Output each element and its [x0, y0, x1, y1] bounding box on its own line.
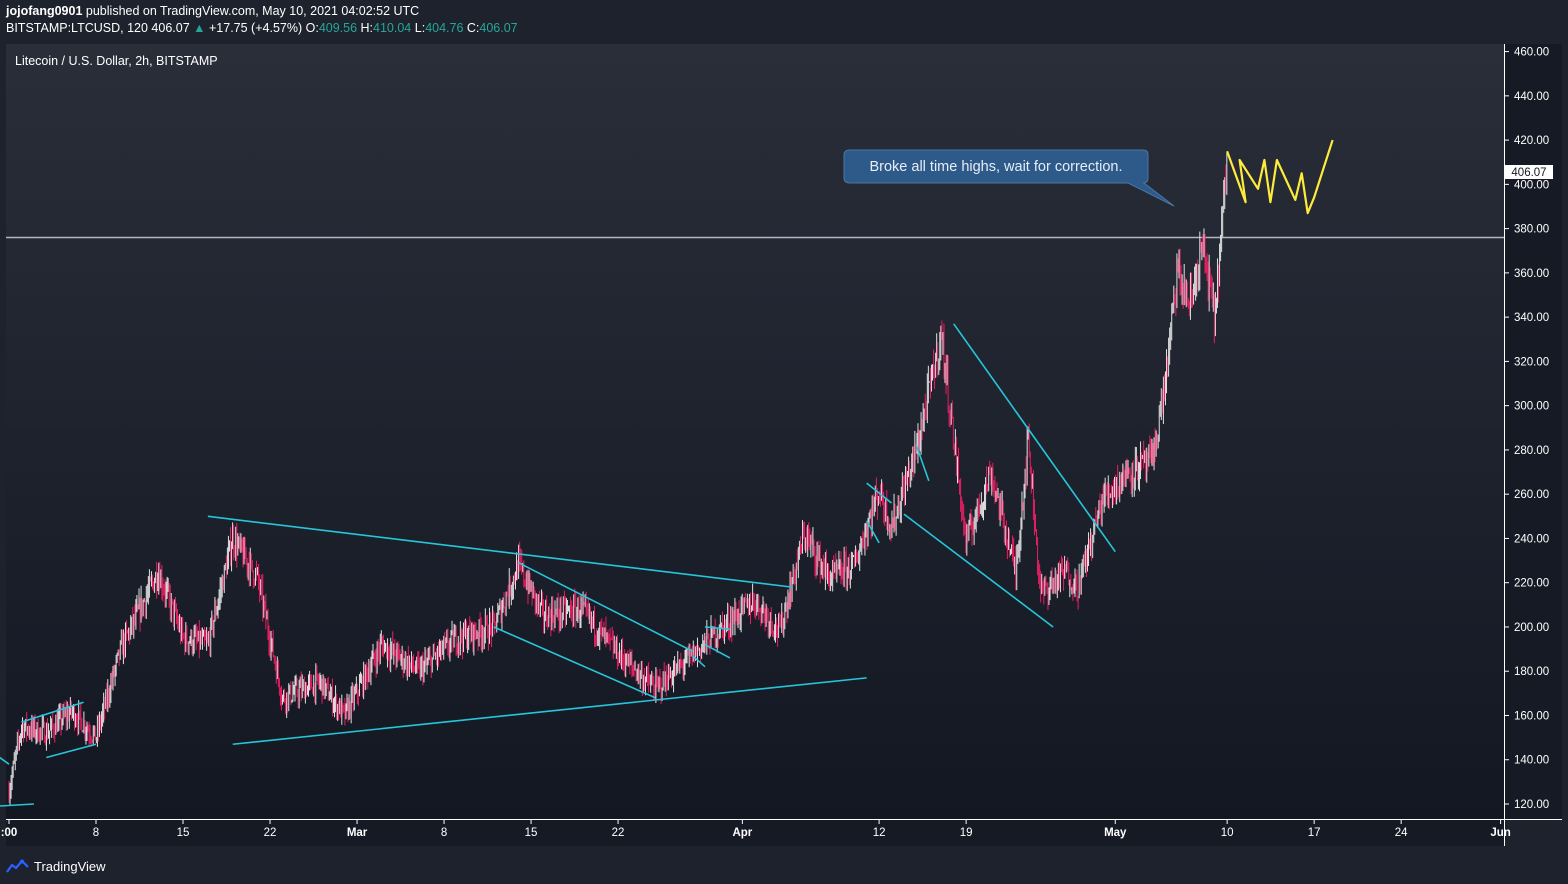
price-tick-label: 220.00: [1514, 578, 1549, 590]
trendline[interactable]: [866, 482, 893, 504]
price-tick-label: 260.00: [1514, 489, 1549, 501]
candlestick-series: [8, 152, 1228, 806]
price-tick-label: 340.00: [1514, 312, 1549, 324]
brand-name: TradingView: [34, 858, 106, 874]
publish-info: jojofang0901 published on TradingView.co…: [6, 4, 419, 18]
low-label: L:: [414, 21, 426, 35]
price-tick-label: 300.00: [1514, 401, 1549, 413]
projection-zigzag[interactable]: [1226, 139, 1334, 215]
plot-background: [6, 44, 1504, 819]
time-tick-label: 10: [1221, 827, 1234, 839]
trendline-drawings[interactable]: [0, 323, 1116, 807]
price-tick-label: 140.00: [1514, 755, 1549, 767]
trendline[interactable]: [232, 677, 867, 746]
symbol-info: BITSTAMP:LTCUSD, 120 406.07 ▲ +17.75 (+4…: [6, 21, 518, 35]
open-label: O:: [305, 21, 319, 35]
time-tick-label: 22: [612, 827, 625, 839]
trendline[interactable]: [692, 655, 706, 668]
time-tick-label: 8: [93, 827, 99, 839]
price-tick-label: 400.00: [1514, 179, 1549, 191]
close-value: 406.07: [479, 21, 518, 35]
trendline[interactable]: [903, 513, 1054, 628]
symbol-line: BITSTAMP:LTCUSD, 120: [6, 21, 148, 35]
annotation-callout[interactable]: Broke all time highs, wait for correctio…: [843, 149, 1175, 207]
time-tick-label: 12: [873, 827, 886, 839]
trendline[interactable]: [0, 755, 10, 765]
tradingview-logo-icon: [6, 859, 29, 873]
time-tick-label: 15: [525, 827, 538, 839]
time-tick-label: Mar: [347, 827, 368, 839]
price-tick-label: 180.00: [1514, 666, 1549, 678]
trendline[interactable]: [0, 803, 34, 807]
trendline[interactable]: [953, 323, 1116, 553]
trendline[interactable]: [518, 562, 694, 653]
price-tick-label: 240.00: [1514, 533, 1549, 545]
time-ticks: :00 8 15 22 Mar 8 15 22 Apr 12 19 May 10 17 24 Jun: [1, 820, 1511, 839]
trendline[interactable]: [46, 743, 97, 759]
trendline[interactable]: [493, 626, 656, 699]
chart-legend-title: Litecoin / U.S. Dollar, 2h, BITSTAMP: [15, 54, 218, 68]
price-tick-label: 160.00: [1514, 710, 1549, 722]
price-tick-label: 120.00: [1514, 799, 1549, 811]
price-tick-label: 460.00: [1514, 47, 1549, 59]
trendline[interactable]: [21, 701, 84, 723]
time-tick-label: 8: [441, 827, 447, 839]
time-tick-label: Jun: [1490, 827, 1510, 839]
last-price: 406.07: [151, 21, 190, 35]
open-value: 409.56: [318, 21, 358, 35]
time-tick-label: 19: [960, 827, 973, 839]
high-label: H:: [360, 21, 374, 35]
trendline[interactable]: [704, 643, 731, 659]
close-label: C:: [466, 21, 480, 35]
price-tick-label: 200.00: [1514, 622, 1549, 634]
published-text: published on TradingView.com, May 10, 20…: [85, 4, 420, 18]
time-tick-label: May: [1104, 827, 1127, 839]
high-value: 410.04: [373, 21, 412, 35]
time-tick-label: 17: [1308, 827, 1321, 839]
last-price-label: 406.07: [1505, 165, 1553, 179]
author-name[interactable]: jojofang0901: [6, 4, 83, 18]
price-tick-label: 320.00: [1514, 356, 1549, 368]
trendline[interactable]: [915, 445, 930, 482]
time-tick-label: Apr: [732, 827, 752, 839]
time-tick-label: :00: [1, 827, 18, 839]
price-tick-label: 440.00: [1514, 91, 1549, 103]
time-axis-background: [6, 820, 1504, 846]
change-value: +17.75 (+4.57%): [209, 21, 303, 35]
price-tick-label: 280.00: [1514, 445, 1549, 457]
trendline[interactable]: [207, 515, 793, 588]
trendline[interactable]: [705, 626, 731, 630]
change-up-icon: ▲: [193, 21, 206, 35]
low-value: 404.76: [425, 21, 464, 35]
price-ticks: 460.00 440.00 420.00 400.00 380.00 360.00 340.…: [1505, 47, 1549, 811]
price-axis-background: [1505, 44, 1562, 819]
trendline[interactable]: [865, 520, 880, 544]
tradingview-brand[interactable]: TradingView: [6, 856, 106, 876]
price-tick-label: 420.00: [1514, 135, 1549, 147]
price-tick-label: 360.00: [1514, 268, 1549, 280]
last-price-tag: 406.07: [1511, 167, 1546, 179]
price-tick-label: 380.00: [1514, 224, 1549, 236]
time-tick-label: 15: [177, 827, 190, 839]
time-tick-label: 24: [1395, 827, 1408, 839]
annotation-text: Broke all time highs, wait for correctio…: [869, 159, 1122, 175]
time-tick-label: 22: [264, 827, 277, 839]
